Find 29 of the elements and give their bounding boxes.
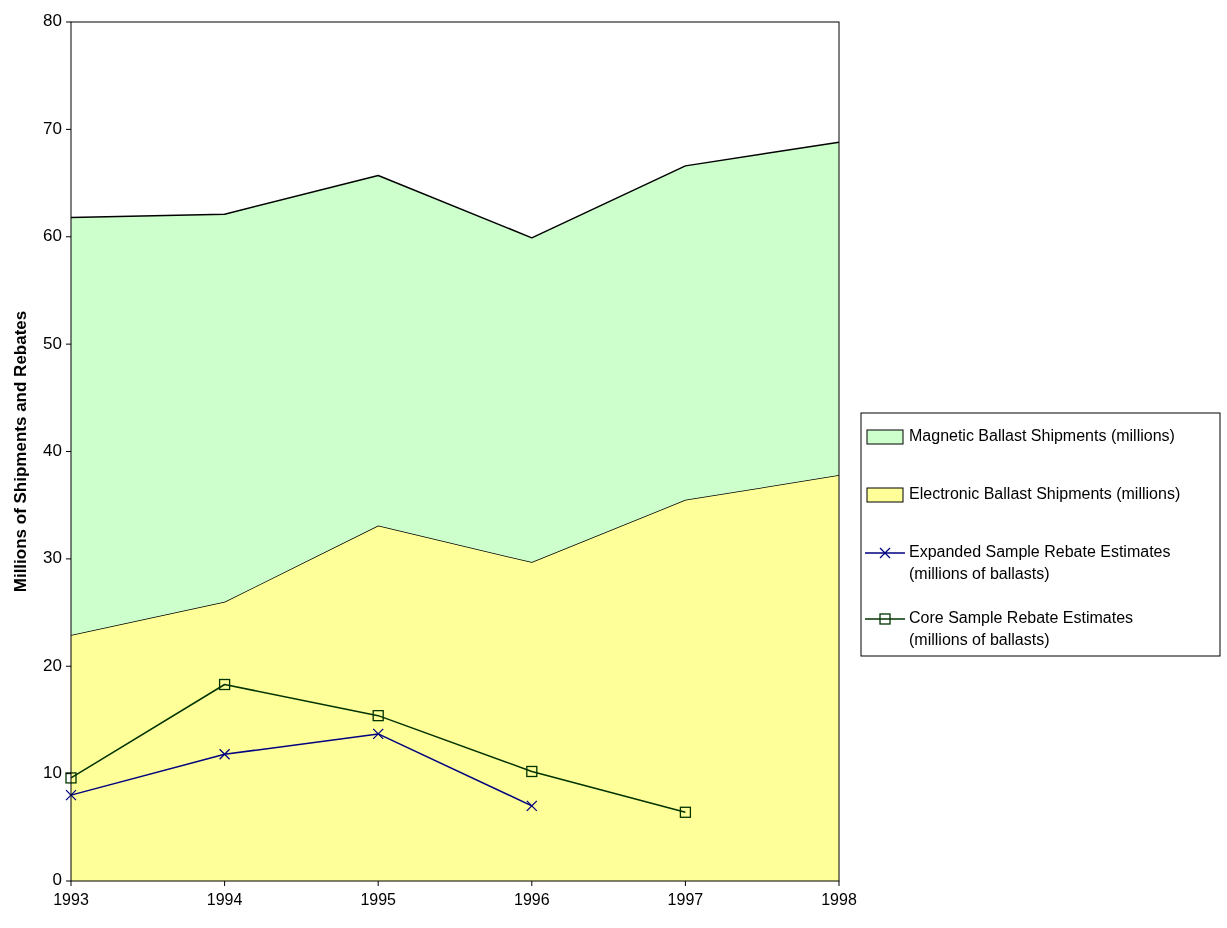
point: [372, 728, 384, 740]
point: [526, 765, 538, 778]
y-tick-label: 80: [43, 11, 62, 31]
y-tick-label: 40: [43, 440, 62, 460]
point: [218, 678, 231, 691]
point: [218, 748, 231, 760]
point: [372, 709, 384, 722]
y-tick-label: 60: [43, 226, 62, 246]
y-tick-label: 10: [43, 763, 62, 783]
x-tick-label: 1994: [206, 891, 243, 908]
x-tick-label: 1998: [821, 891, 857, 908]
legend-label: Electronic Ballast Shipments (millions): [909, 485, 1181, 503]
x-tick-label: 1996: [514, 891, 550, 908]
point: [526, 800, 538, 812]
legend-label: Expanded Sample Rebate Estimates (millions of ballasts): [909, 543, 1171, 583]
point: [65, 789, 77, 801]
x-tick-label: 1993: [53, 891, 89, 908]
legend-label: Magnetic Ballast Shipments (millions): [909, 427, 1175, 445]
x-tick-label: 1997: [667, 891, 704, 908]
y-axis-title: Millions of Shipments and Rebates: [11, 310, 30, 593]
y-tick-label: 70: [43, 118, 62, 138]
point: [679, 806, 692, 818]
y-tick-label: 0: [52, 870, 62, 890]
y-tick-label: 50: [43, 333, 62, 353]
legend-label: Core Sample Rebate Estimates (millions of ballasts): [909, 609, 1134, 649]
point: [65, 772, 77, 784]
y-tick-label: 20: [43, 655, 62, 675]
x-tick-label: 1995: [360, 891, 397, 908]
y-tick-label: 30: [43, 548, 62, 568]
